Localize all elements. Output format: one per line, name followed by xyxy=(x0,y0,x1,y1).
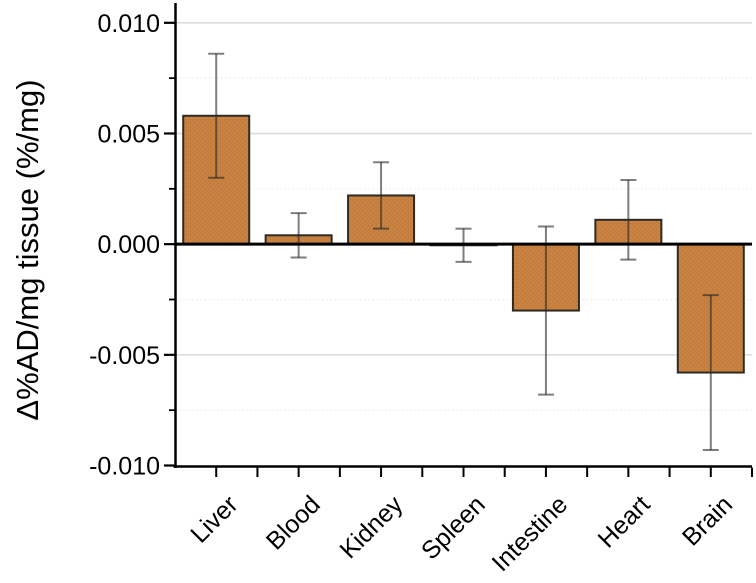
x-category-label-kidney: Kidney xyxy=(334,490,408,564)
x-category-label-liver: Liver xyxy=(185,490,243,548)
x-category-label-brain: Brain xyxy=(677,490,738,551)
y-tick-label: -0.005 xyxy=(89,342,160,370)
x-category-label-spleen: Spleen xyxy=(416,490,491,565)
y-tick-label: 0.000 xyxy=(97,231,160,259)
y-tick-label: 0.010 xyxy=(97,10,160,38)
x-category-label-heart: Heart xyxy=(593,490,656,553)
x-category-label-blood: Blood xyxy=(261,490,326,555)
x-category-label-intestine: Intestine xyxy=(487,490,574,577)
y-tick-label: 0.005 xyxy=(97,120,160,148)
y-tick-label: -0.010 xyxy=(89,453,160,481)
